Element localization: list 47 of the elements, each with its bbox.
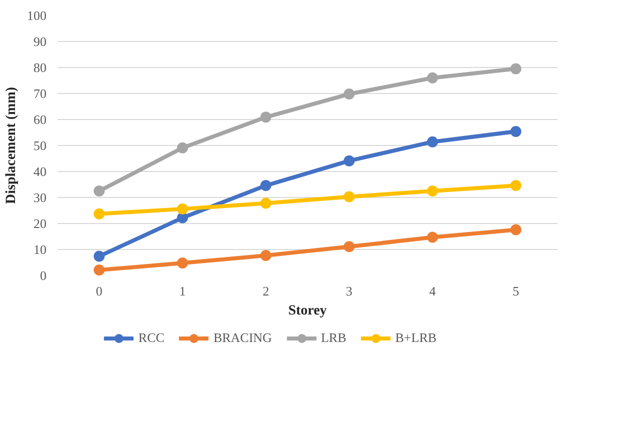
y-tick-label: 50: [34, 138, 46, 153]
point: [94, 250, 105, 262]
legend-label: BRACING: [213, 330, 272, 346]
point: [177, 212, 188, 224]
y-tick-label: 10: [34, 242, 46, 257]
y-tick-label: 80: [34, 60, 46, 75]
point: [427, 72, 438, 84]
point: [510, 224, 522, 236]
point: [510, 180, 522, 192]
point: [260, 180, 272, 192]
x-tick-label: 0: [96, 284, 102, 298]
point: [344, 155, 355, 166]
x-tick-label: 2: [262, 284, 270, 298]
x-axis-title: Storey: [288, 304, 327, 318]
legend-label: B+LRB: [395, 330, 437, 346]
y-tick-label: 40: [34, 164, 46, 179]
y-tick-label: 30: [34, 190, 46, 205]
x-tick-label: 5: [512, 284, 520, 298]
point: [510, 126, 522, 137]
point: [177, 142, 188, 154]
x-tick-label: 1: [179, 284, 186, 298]
point: [344, 88, 355, 100]
point: [427, 232, 438, 243]
point: [177, 258, 188, 269]
point: [94, 208, 105, 220]
point: [94, 264, 105, 276]
point: [344, 191, 355, 202]
point: [427, 186, 438, 196]
legend-label: LRB: [320, 330, 346, 346]
y-tick-label: 0: [40, 268, 46, 283]
point: [427, 136, 438, 148]
y-tick-label: 70: [34, 86, 46, 101]
y-tick-label: 20: [34, 216, 46, 231]
x-tick-label: 3: [346, 284, 352, 298]
point: [260, 112, 272, 123]
point: [344, 241, 355, 252]
y-tick-label: 60: [34, 112, 46, 127]
x-tick-label: 4: [429, 284, 436, 298]
y-tick-label: 100: [27, 8, 46, 23]
legend-label: RCC: [138, 330, 164, 346]
point: [260, 250, 272, 261]
point: [177, 203, 188, 214]
y-axis-title: Displacement (mm): [4, 86, 19, 204]
point: [94, 186, 105, 196]
y-tick-label: 90: [34, 34, 46, 49]
point: [260, 198, 272, 209]
point: [510, 63, 522, 74]
